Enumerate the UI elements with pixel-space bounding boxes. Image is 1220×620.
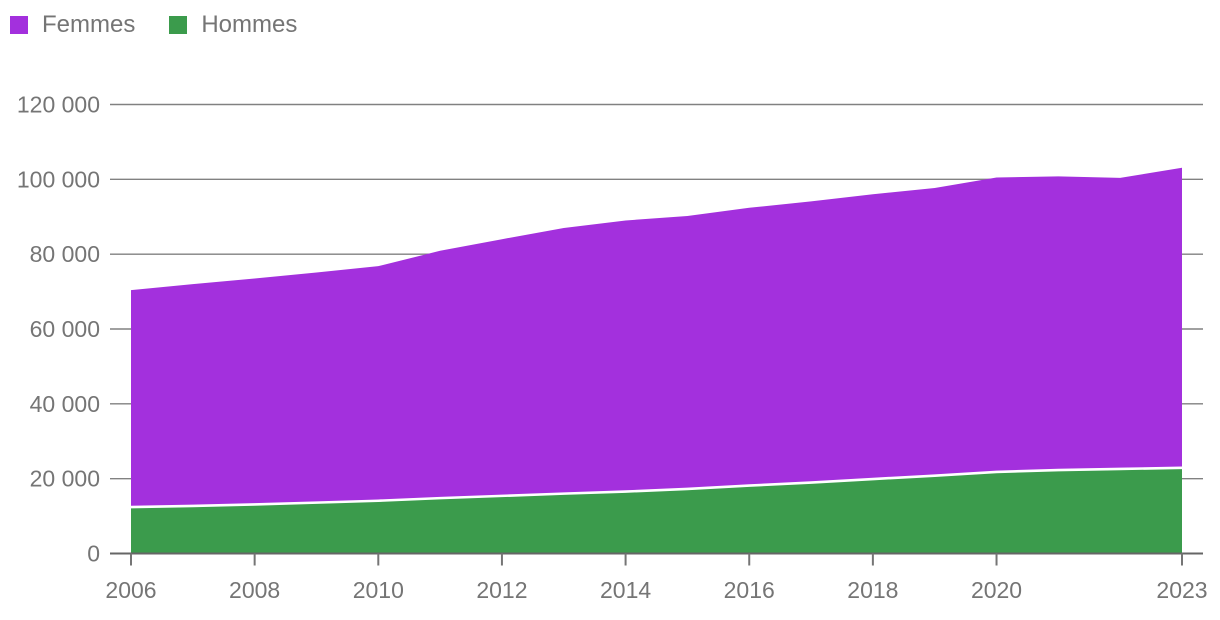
hommes-area-series[interactable] <box>131 467 1182 554</box>
x-axis-label-2020: 2020 <box>971 577 1022 603</box>
legend-label-hommes: Hommes <box>201 11 298 38</box>
chart-legend: Femmes Hommes <box>10 13 297 37</box>
y-axis-label-120000: 120 000 <box>17 92 100 118</box>
x-axis-labels: 2006 2008 2010 2012 2014 2016 2018 2020 2023 <box>105 577 1207 603</box>
y-axis-label-0: 0 <box>87 541 100 567</box>
y-axis-label-40000: 40 000 <box>30 391 100 417</box>
x-axis-label-2006: 2006 <box>105 577 156 603</box>
x-axis-label-2018: 2018 <box>847 577 898 603</box>
legend-item-femmes[interactable]: Femmes <box>10 13 135 37</box>
x-axis-label-2023: 2023 <box>1156 577 1207 603</box>
femmes-area-series[interactable] <box>131 167 1182 554</box>
x-axis-label-2008: 2008 <box>229 577 280 603</box>
x-axis-label-2014: 2014 <box>600 577 651 603</box>
series-separator-line <box>130 466 1183 509</box>
x-axis-label-2016: 2016 <box>724 577 775 603</box>
x-axis-label-2012: 2012 <box>476 577 527 603</box>
y-axis-label-60000: 60 000 <box>30 316 100 342</box>
legend-label-femmes: Femmes <box>42 11 136 38</box>
x-axis-ticks <box>130 553 1183 566</box>
y-axis-label-80000: 80 000 <box>30 241 100 267</box>
y-axis-label-100000: 100 000 <box>17 166 100 192</box>
femmes-swatch-icon <box>10 16 28 34</box>
y-axis-label-20000: 20 000 <box>30 466 100 492</box>
y-axis-labels: 0 20 000 40 000 60 000 80 000 100 000 120 000 <box>17 92 100 567</box>
x-axis-label-2010: 2010 <box>353 577 404 603</box>
legend-item-hommes[interactable]: Hommes <box>169 13 297 37</box>
hommes-swatch-icon <box>169 16 188 34</box>
